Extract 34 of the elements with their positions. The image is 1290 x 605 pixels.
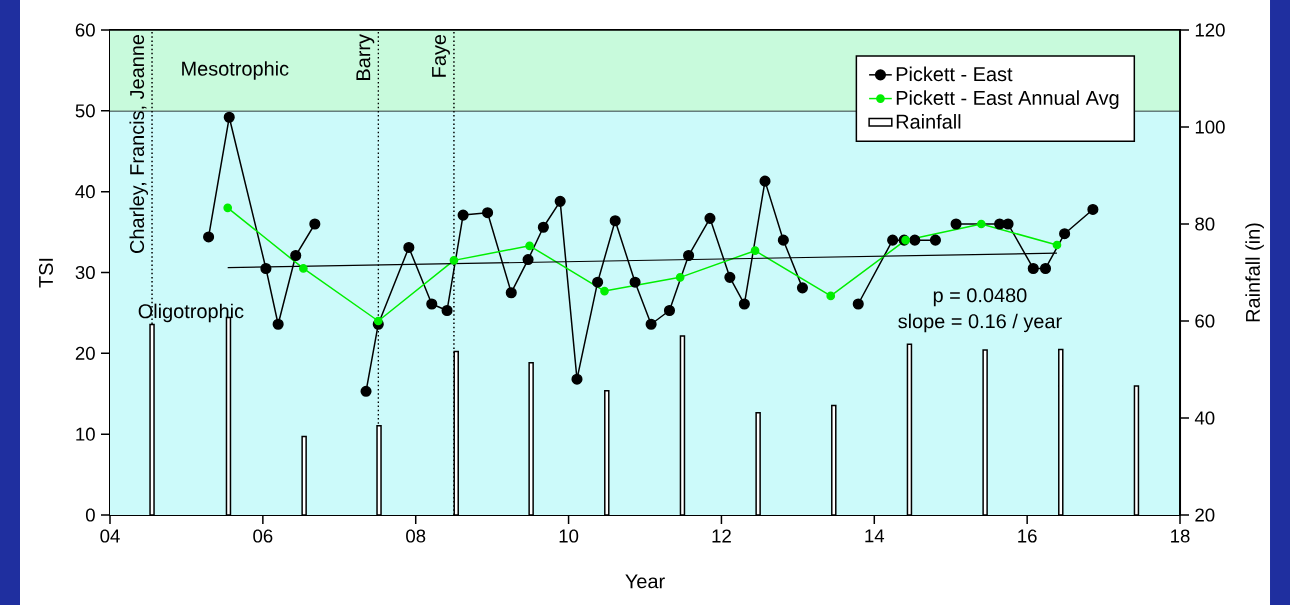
x-tick-label: 16 [1018, 529, 1037, 543]
y2-tick-label: 100 [1195, 120, 1225, 134]
legend-label: Rainfall [896, 114, 961, 129]
x-tick-label: 08 [406, 529, 426, 543]
legend-label: Pickett - East Annual Avg [896, 90, 1119, 109]
y-tick-label: 20 [75, 346, 95, 360]
band-label: Mesotrophic [182, 61, 289, 80]
x-tick-label: 04 [100, 529, 120, 543]
x-tick-label: 14 [865, 529, 885, 543]
y2-tick-label: 20 [1195, 508, 1215, 522]
legend-label: Pickett - East [896, 66, 1013, 82]
y-tick-label: 10 [76, 427, 95, 441]
y-tick-label: 40 [75, 185, 95, 199]
ref-line-label: Charley, Francis, Jeanne [129, 34, 149, 253]
y2-tick-label: 80 [1195, 217, 1215, 231]
y-tick-label: 50 [75, 104, 95, 118]
y-tick-label: 0 [85, 508, 95, 522]
y-tick-label: 60 [75, 23, 95, 37]
y2-tick-label: 120 [1195, 23, 1225, 37]
y-tick-label: 30 [75, 265, 95, 280]
annotation: p = 0.0480 [933, 288, 1027, 307]
ref-line-label: Barry [356, 34, 375, 80]
y-axis-title: TSI [38, 258, 54, 288]
ref-line-label: Faye [432, 34, 450, 77]
y2-tick-label: 60 [1195, 314, 1215, 328]
x-axis-title: Year [625, 574, 665, 589]
x-tick-label: 10 [559, 529, 579, 543]
x-tick-label: 06 [253, 529, 273, 543]
y2-axis-title: Rainfall (in) [1245, 223, 1264, 322]
x-tick-label: 18 [1171, 529, 1190, 543]
x-tick-label: 12 [712, 529, 731, 543]
annotation: slope = 0.16 / year [898, 313, 1062, 333]
band-label: Oligotrophic [138, 303, 244, 323]
y2-tick-label: 40 [1194, 411, 1215, 425]
